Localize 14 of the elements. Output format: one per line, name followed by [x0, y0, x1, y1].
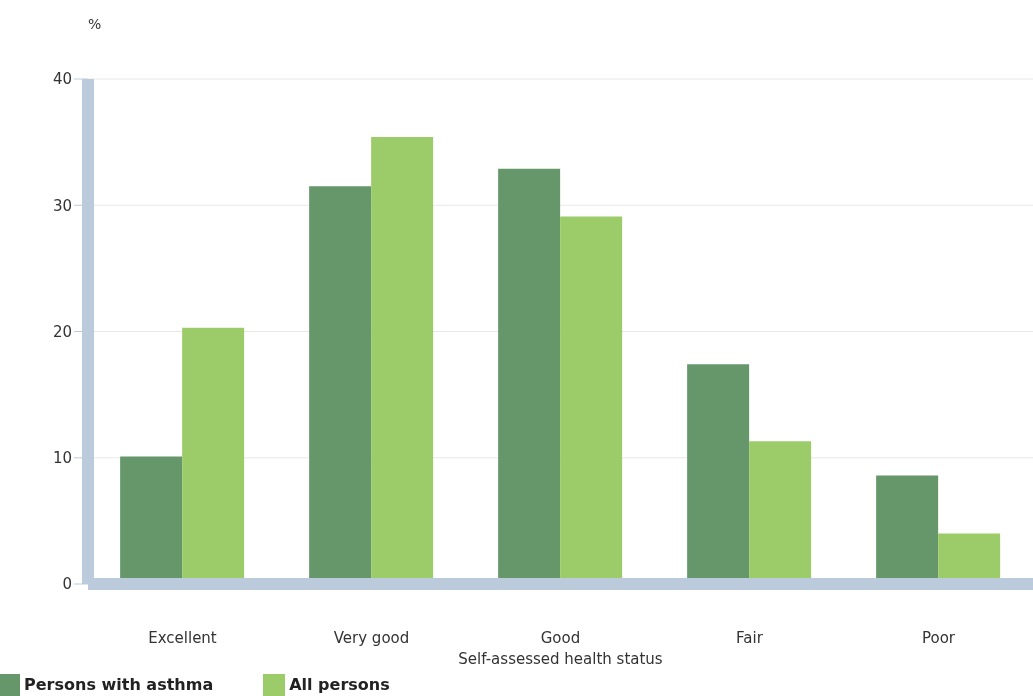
- y-tick-label: 20: [52, 322, 72, 341]
- x-tick-label: Excellent: [148, 628, 217, 647]
- y-tick-label: 0: [62, 575, 72, 594]
- legend-label: All persons: [289, 674, 390, 694]
- x-axis-title: Self-assessed health status: [458, 650, 663, 668]
- y-tick-label: 40: [52, 70, 72, 89]
- x-tick-label: Very good: [333, 628, 410, 647]
- y-tick-label: 30: [52, 196, 72, 215]
- x-tick-label: Poor: [921, 628, 956, 647]
- legend-label: Persons with asthma: [24, 674, 214, 694]
- x-tick-label: Fair: [736, 628, 764, 647]
- x-tick-label: Good: [540, 628, 581, 647]
- y-tick-label: 10: [52, 449, 72, 468]
- y-axis-title: %: [87, 15, 103, 34]
